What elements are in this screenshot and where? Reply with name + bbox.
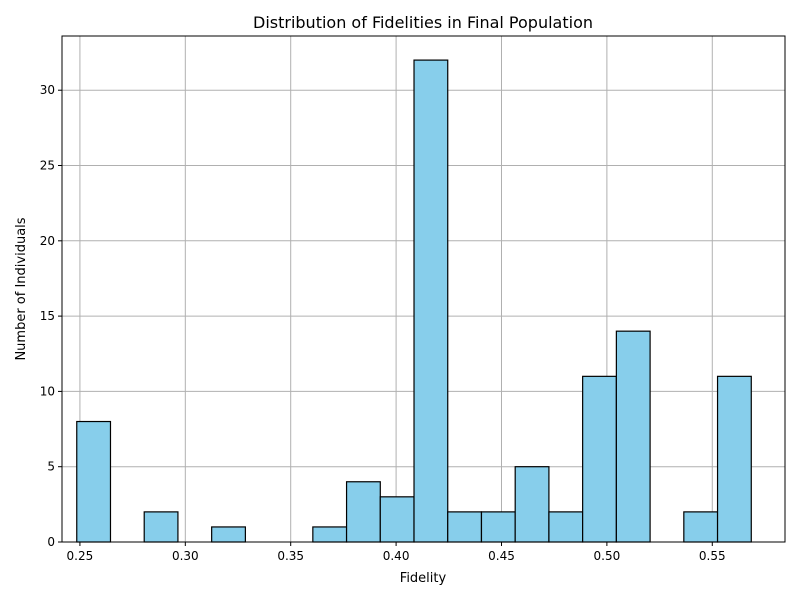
y-tick-label: 5 [47,460,55,474]
y-axis-ticks: 0 5 10 15 20 25 30 [40,83,62,549]
x-tick-label: 0.45 [488,549,515,563]
plot-frame [61,35,786,543]
histogram-bar-9 [379,496,415,543]
y-tick-label: 25 [40,159,55,173]
y-tick-label: 10 [40,384,55,398]
x-tick-label: 0.25 [67,549,94,563]
x-tick-label: 0.50 [594,549,621,563]
histogram-bar-12 [480,511,516,543]
histogram-bar-0 [76,420,112,543]
histogram-bar-11 [447,511,483,543]
y-tick-label: 0 [47,535,55,549]
histogram-bar-8 [345,481,381,543]
y-tick-label: 30 [40,83,55,97]
chart-title: Distribution of Fidelities in Final Popu… [253,13,593,32]
y-axis-label: Number of Individuals [14,217,29,360]
x-tick-label: 0.35 [277,549,304,563]
y-tick-label: 15 [40,309,55,323]
histogram-bars [76,59,752,543]
y-tick-label: 20 [40,234,55,248]
x-tick-label: 0.40 [383,549,410,563]
x-tick-label: 0.55 [699,549,726,563]
histogram-bar-7 [312,526,348,543]
histogram-bar-10 [413,59,449,543]
x-axis-label: Fidelity [400,571,447,586]
histogram-bar-13 [514,466,550,543]
histogram-bar-2 [143,511,179,543]
histogram-bar-19 [716,375,752,543]
histogram-bar-14 [548,511,584,543]
histogram-bar-15 [582,375,617,543]
histogram-bar-4 [211,526,246,543]
x-axis-ticks: 0.25 0.30 0.35 0.40 0.45 0.50 0.55 [67,542,726,563]
histogram-bar-16 [615,330,651,543]
histogram-bar-18 [683,511,719,543]
x-tick-label: 0.30 [172,549,199,563]
